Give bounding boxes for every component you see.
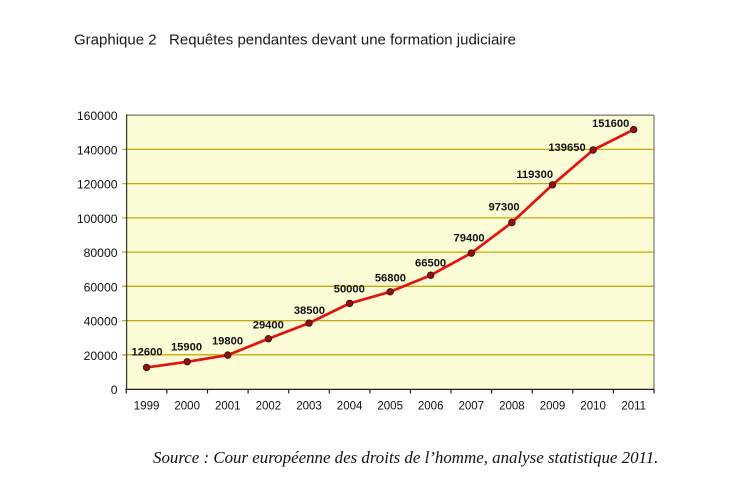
svg-text:80000: 80000 [84,246,118,260]
svg-text:2005: 2005 [377,401,403,413]
svg-text:140000: 140000 [77,143,118,157]
svg-text:40000: 40000 [84,315,118,329]
svg-text:2010: 2010 [580,401,606,413]
svg-text:2007: 2007 [459,401,485,413]
svg-text:1999: 1999 [134,401,160,413]
svg-text:12600: 12600 [131,347,162,359]
svg-text:60000: 60000 [84,280,118,294]
svg-text:2004: 2004 [337,401,363,413]
svg-text:20000: 20000 [84,349,118,363]
svg-text:2001: 2001 [215,401,241,413]
svg-text:2002: 2002 [256,401,282,413]
svg-text:120000: 120000 [77,178,118,192]
svg-text:19800: 19800 [212,335,243,347]
svg-text:50000: 50000 [334,284,365,296]
svg-text:29400: 29400 [253,320,284,332]
svg-text:79400: 79400 [454,232,485,244]
svg-text:2009: 2009 [540,401,566,413]
svg-text:56800: 56800 [375,273,406,285]
svg-text:2008: 2008 [499,401,525,413]
svg-text:100000: 100000 [77,212,118,226]
svg-text:2003: 2003 [296,401,322,413]
svg-text:Graphique 2 Requêtes pendant: Graphique 2 Requêtes pendantes devant un… [74,32,516,49]
svg-text:Source : Cour européenne des d: Source : Cour européenne des droits de l… [153,448,658,467]
svg-text:38500: 38500 [294,305,325,317]
svg-text:151600: 151600 [592,118,629,130]
svg-text:66500: 66500 [415,258,446,270]
svg-text:2011: 2011 [621,401,646,413]
svg-text:2000: 2000 [174,401,200,413]
svg-text:119300: 119300 [516,169,553,181]
svg-text:0: 0 [111,383,118,397]
svg-text:15900: 15900 [171,341,202,353]
svg-text:160000: 160000 [77,109,118,123]
svg-text:2006: 2006 [418,401,444,413]
svg-text:139650: 139650 [548,142,585,154]
svg-text:97300: 97300 [489,202,520,214]
